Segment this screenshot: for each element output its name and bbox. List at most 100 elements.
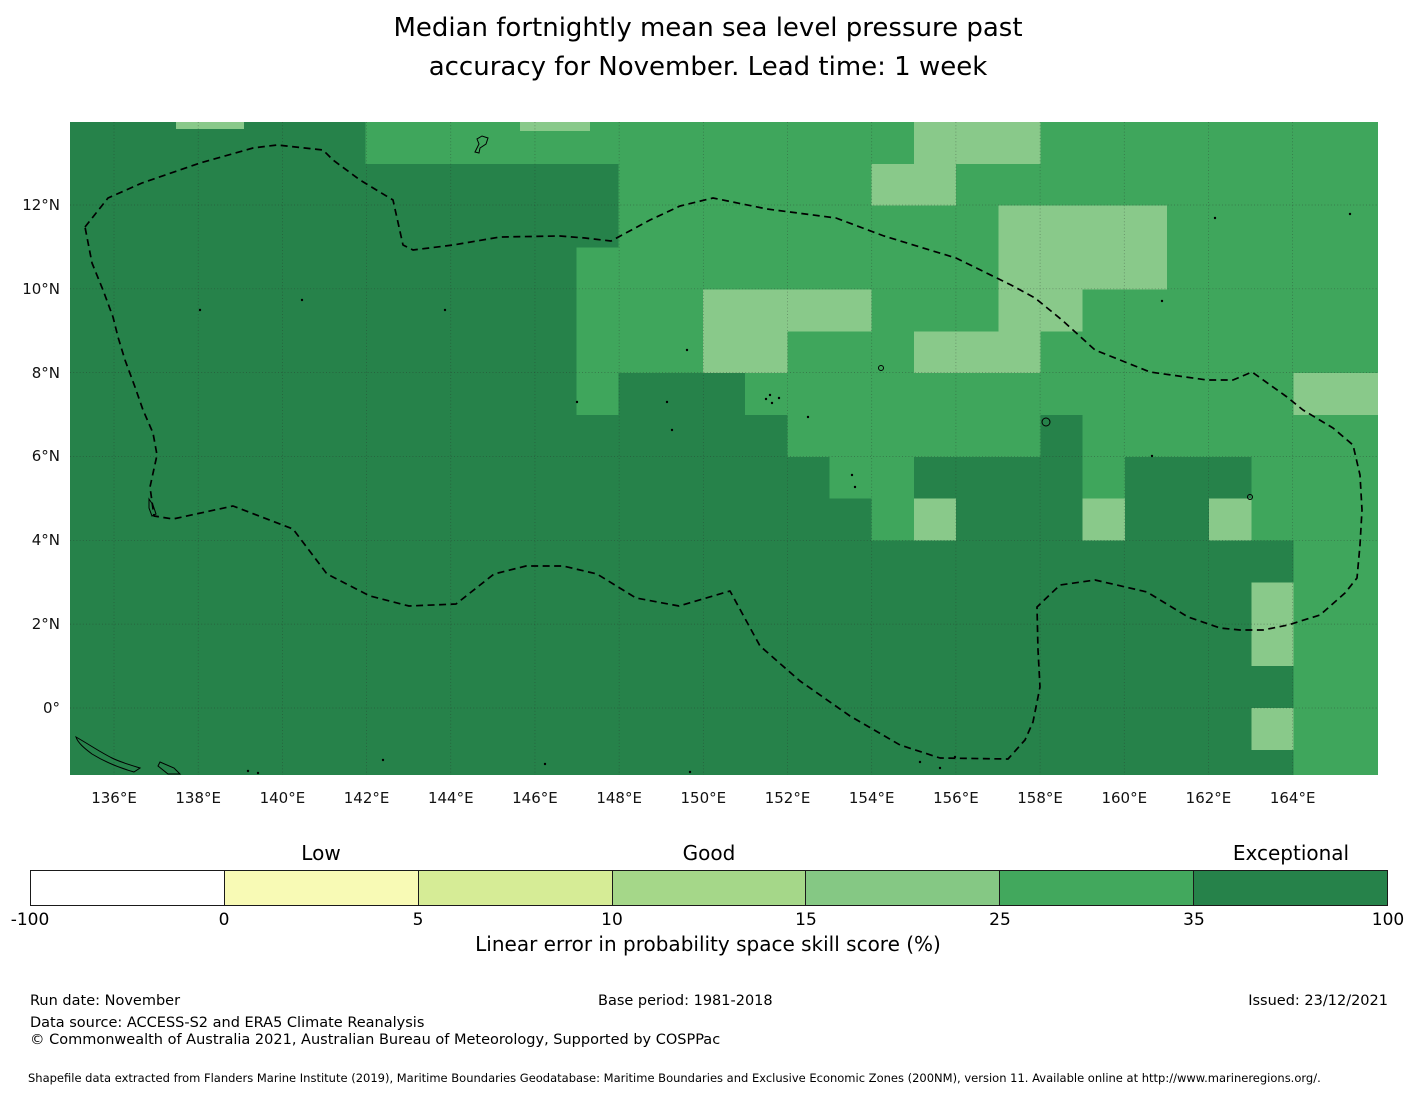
skill-cell xyxy=(491,666,535,709)
lon-tick-label: 154°E xyxy=(848,789,895,807)
skill-cell xyxy=(238,749,282,775)
skill-cell xyxy=(70,122,113,165)
island-atoll-outline xyxy=(878,365,884,371)
skill-cell xyxy=(1040,498,1084,542)
skill-cell xyxy=(1040,456,1084,500)
skill-cell xyxy=(534,456,577,500)
colorbar xyxy=(30,870,1388,906)
skill-cell xyxy=(196,205,240,249)
skill-cell xyxy=(365,122,409,165)
colorbar-tick-label: 25 xyxy=(989,910,1011,930)
skill-cell xyxy=(913,247,957,291)
skill-cell xyxy=(1167,163,1210,207)
skill-cell xyxy=(829,708,873,751)
skill-cell xyxy=(154,415,198,458)
lat-tick-label: 0° xyxy=(42,698,60,717)
skill-cell xyxy=(576,708,620,751)
skill-cell xyxy=(70,331,113,374)
skill-cell xyxy=(1209,624,1252,667)
skill-cell xyxy=(702,708,746,751)
skill-cell xyxy=(618,498,662,542)
skill-cell xyxy=(534,666,577,709)
skill-cell xyxy=(576,540,620,584)
skill-cell xyxy=(491,331,535,374)
skill-cell xyxy=(871,122,915,165)
skill-cell xyxy=(1293,373,1337,416)
skill-cell xyxy=(745,205,788,249)
skill-cell xyxy=(745,666,788,709)
skill-cell xyxy=(745,582,788,625)
skill-cell xyxy=(956,498,999,542)
skill-cell xyxy=(913,624,957,667)
skill-cell xyxy=(871,289,915,332)
skill-cell xyxy=(576,498,620,542)
skill-cell xyxy=(1082,415,1126,458)
skill-cell xyxy=(534,582,577,625)
skill-cell xyxy=(1335,749,1378,775)
skill-cell xyxy=(660,247,704,291)
skill-cell xyxy=(787,373,831,416)
island-outline xyxy=(157,761,182,775)
island-dot xyxy=(938,766,942,770)
skill-cell xyxy=(702,122,746,165)
skill-cell xyxy=(1040,666,1084,709)
skill-cell xyxy=(1124,415,1168,458)
island-dot xyxy=(777,396,781,400)
skill-cell xyxy=(998,373,1042,416)
skill-cell xyxy=(913,708,957,751)
skill-cell xyxy=(449,540,493,584)
skill-cell xyxy=(998,540,1042,584)
skill-cell xyxy=(112,205,155,249)
colorbar-segment xyxy=(418,871,613,905)
skill-cell xyxy=(702,289,746,332)
skill-cell xyxy=(660,373,704,416)
skill-cell xyxy=(1251,749,1295,775)
lat-tick-label: 2°N xyxy=(31,615,60,634)
skill-cell xyxy=(196,666,240,709)
skill-cell xyxy=(1082,540,1126,584)
skill-cell xyxy=(1209,163,1252,207)
skill-cell xyxy=(660,331,704,374)
copyright-text: © Commonwealth of Australia 2021, Austra… xyxy=(30,1032,721,1048)
skill-cell xyxy=(154,498,198,542)
skill-cell xyxy=(1082,289,1126,332)
skill-cell xyxy=(871,247,915,291)
skill-cell xyxy=(1209,540,1252,584)
skill-cell xyxy=(956,163,999,207)
skill-cell xyxy=(956,624,999,667)
lon-tick-label: 140°E xyxy=(259,789,306,807)
skill-cell xyxy=(1293,205,1337,249)
skill-cell xyxy=(534,163,577,207)
island-dot xyxy=(953,755,957,759)
skill-cell xyxy=(407,456,451,500)
skill-cell xyxy=(238,456,282,500)
skill-cell xyxy=(702,456,746,500)
skill-cell xyxy=(1335,666,1378,709)
skill-cell xyxy=(70,666,113,709)
skill-cell xyxy=(491,289,535,332)
skill-cell xyxy=(745,498,788,542)
skill-cell xyxy=(956,289,999,332)
colorbar-segment xyxy=(1000,871,1195,905)
skill-cell xyxy=(913,415,957,458)
shapefile-note-text: Shapefile data extracted from Flanders M… xyxy=(28,1071,1321,1085)
skill-cell xyxy=(1209,205,1252,249)
skill-cell xyxy=(660,749,704,775)
skill-cell xyxy=(618,205,662,249)
skill-cell xyxy=(913,540,957,584)
colorbar-category-label: Exceptional xyxy=(1232,841,1350,865)
skill-cell xyxy=(871,708,915,751)
skill-cell xyxy=(1040,289,1084,332)
lon-tick-label: 148°E xyxy=(596,789,642,807)
island-dot xyxy=(1150,454,1154,458)
skill-cell xyxy=(323,540,366,584)
skill-cell xyxy=(70,624,113,667)
skill-cell xyxy=(660,624,704,667)
skill-cell xyxy=(1293,331,1337,374)
skill-cell xyxy=(702,540,746,584)
skill-cell xyxy=(998,163,1042,207)
colorbar-tick-label: 5 xyxy=(412,910,424,930)
colorbar-tick-label: 100 xyxy=(1371,910,1405,930)
skill-cell xyxy=(112,666,155,709)
skill-cell xyxy=(787,122,831,165)
